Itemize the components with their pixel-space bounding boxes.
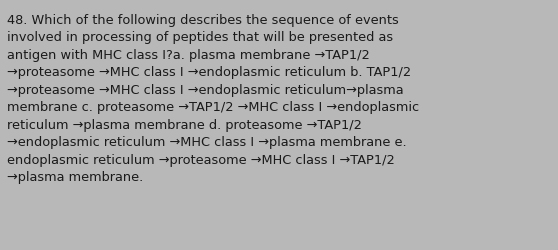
- Text: 48. Which of the following describes the sequence of events
involved in processi: 48. Which of the following describes the…: [7, 14, 420, 183]
